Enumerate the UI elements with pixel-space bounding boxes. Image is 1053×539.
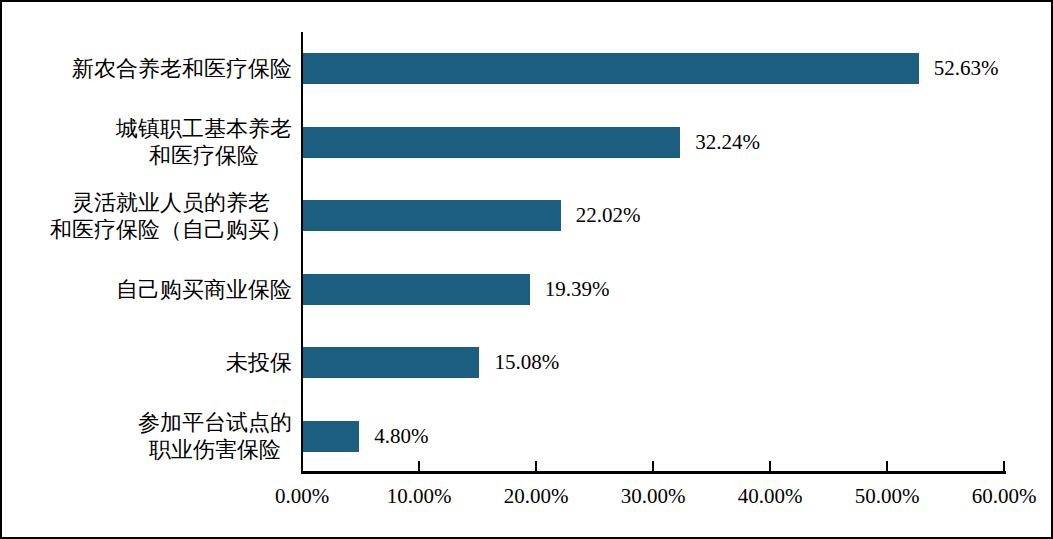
x-axis-tick-label: 60.00% bbox=[972, 484, 1037, 509]
bar-value-label: 19.39% bbox=[545, 274, 610, 305]
x-axis-tick-label: 20.00% bbox=[504, 484, 569, 509]
category-label-text: 城镇职工基本养老 和医疗保险 bbox=[116, 115, 292, 169]
x-axis-tick bbox=[769, 461, 771, 471]
x-axis-tick bbox=[652, 461, 654, 471]
bar bbox=[303, 200, 561, 231]
bar-value-label: 22.02% bbox=[576, 200, 641, 231]
category-label: 新农合养老和医疗保险 bbox=[2, 32, 292, 106]
x-axis-tick-label: 30.00% bbox=[621, 484, 686, 509]
category-label: 参加平台试点的 职业伤害保险 bbox=[2, 400, 292, 474]
x-axis-tick-label: 50.00% bbox=[855, 484, 920, 509]
category-label: 未投保 bbox=[2, 326, 292, 400]
bar bbox=[303, 421, 359, 452]
x-axis-tick bbox=[535, 461, 537, 471]
bar bbox=[303, 53, 919, 84]
x-axis-line bbox=[301, 471, 1006, 474]
bar-value-label: 4.80% bbox=[374, 421, 428, 452]
category-label: 灵活就业人员的养老 和医疗保险（自己购买） bbox=[2, 179, 292, 253]
category-label-text: 自己购买商业保险 bbox=[116, 276, 292, 303]
chart-frame: 0.00% 10.00% 20.00% 30.00% 40.00% 50.00% 60.00… bbox=[0, 0, 1053, 539]
x-axis-tick-label: 0.00% bbox=[275, 484, 329, 509]
bar bbox=[303, 347, 479, 378]
bar-value-label: 52.63% bbox=[934, 53, 999, 84]
bar-value-label: 32.24% bbox=[695, 127, 760, 158]
x-axis-tick bbox=[1003, 461, 1005, 471]
x-axis-tick bbox=[418, 461, 420, 471]
category-label-text: 灵活就业人员的养老 和医疗保险（自己购买） bbox=[50, 189, 292, 243]
category-label-text: 未投保 bbox=[226, 349, 292, 376]
bar bbox=[303, 127, 680, 158]
x-axis-tick-label: 10.00% bbox=[387, 484, 452, 509]
x-axis-tick-label: 40.00% bbox=[738, 484, 803, 509]
category-label: 自己购买商业保险 bbox=[2, 253, 292, 327]
bar bbox=[303, 274, 530, 305]
horizontal-bar-chart: 0.00% 10.00% 20.00% 30.00% 40.00% 50.00% 60.00… bbox=[2, 2, 1051, 537]
category-label-text: 新农合养老和医疗保险 bbox=[72, 55, 292, 82]
category-label-text: 参加平台试点的 职业伤害保险 bbox=[138, 409, 292, 463]
bar-value-label: 15.08% bbox=[494, 347, 559, 378]
y-axis-line bbox=[301, 32, 303, 473]
category-label: 城镇职工基本养老 和医疗保险 bbox=[2, 106, 292, 180]
x-axis-tick bbox=[886, 461, 888, 471]
